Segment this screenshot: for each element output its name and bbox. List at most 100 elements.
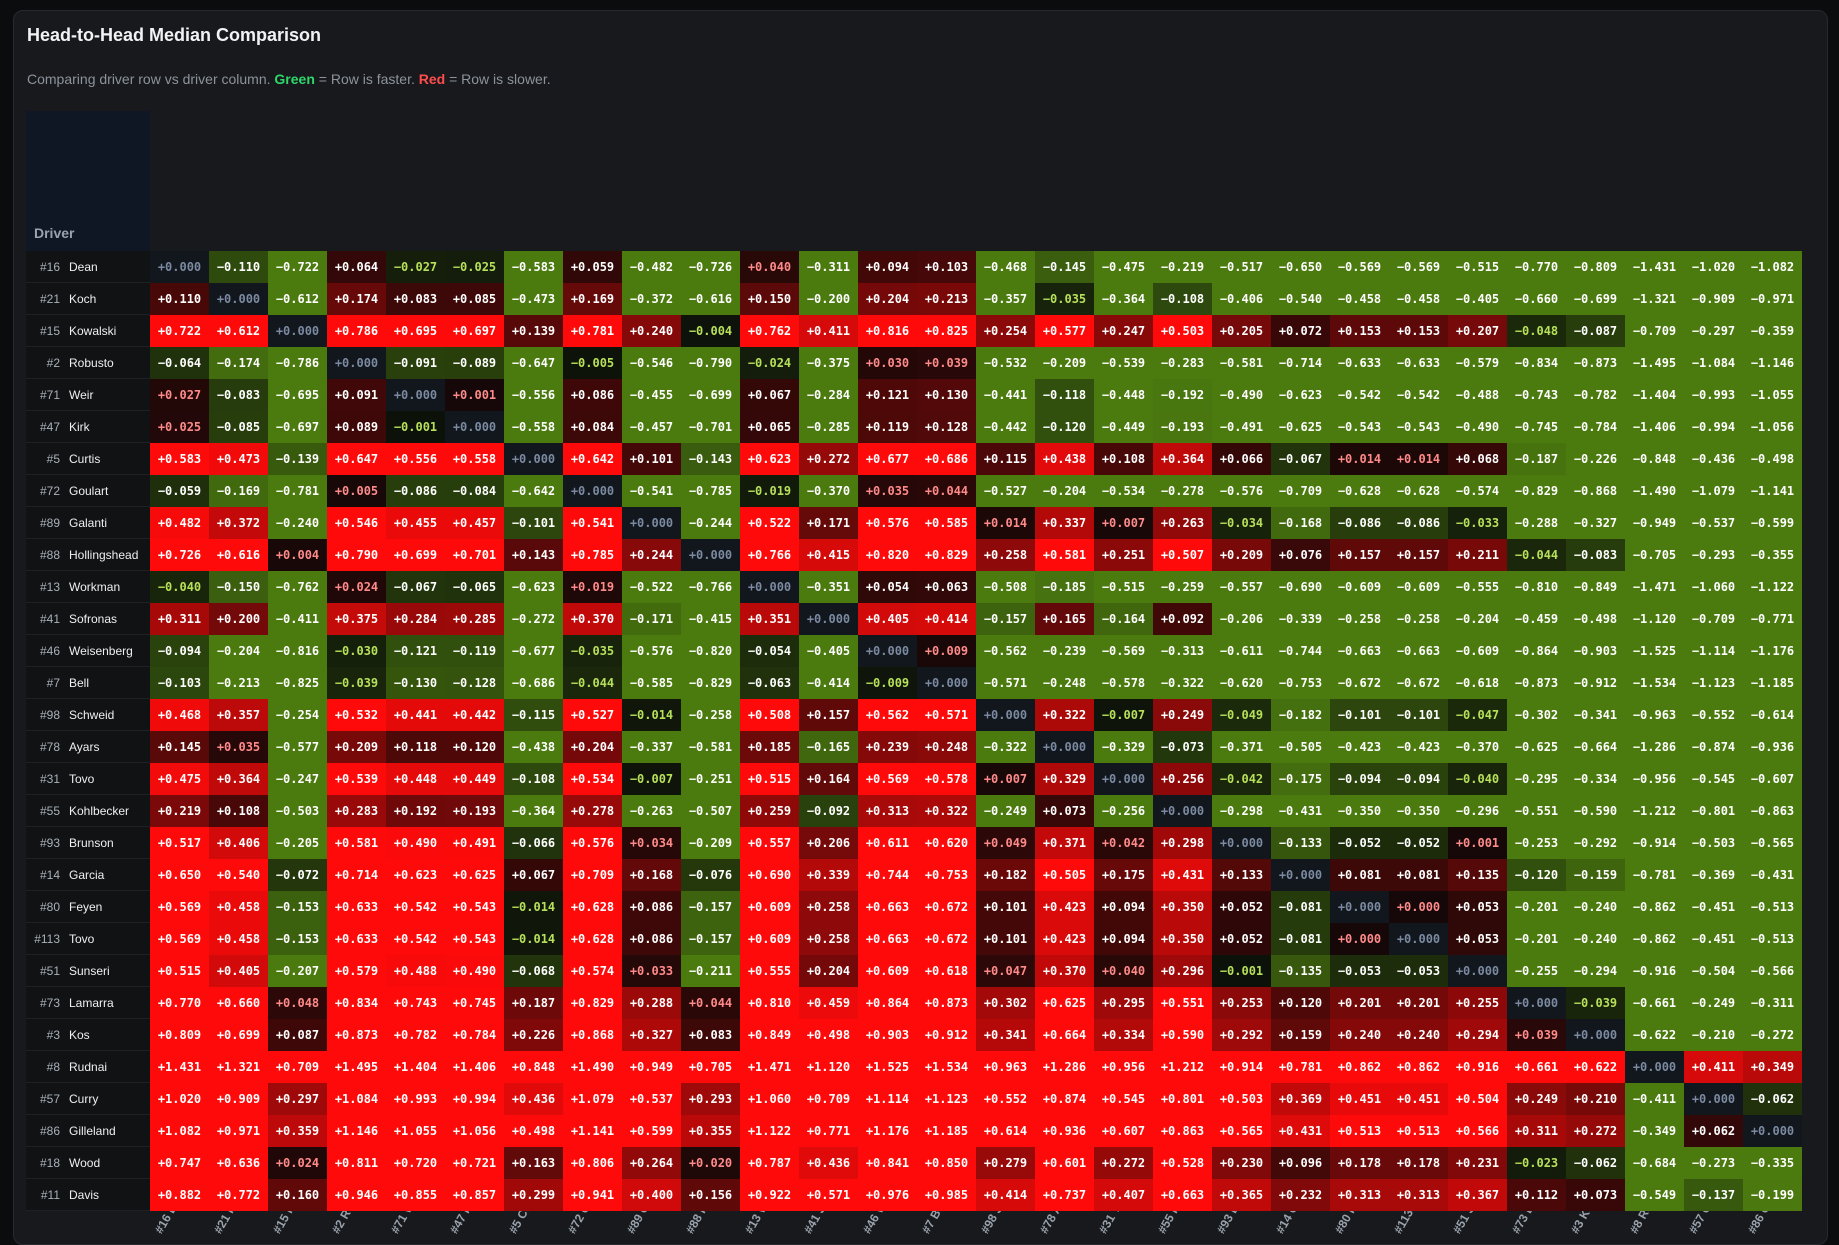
row-car-number: #7 [46, 676, 60, 690]
matrix-cell: +0.566 [1448, 1115, 1507, 1147]
matrix-cell: −0.482 [622, 251, 681, 283]
row-car-number: #5 [46, 452, 60, 466]
matrix-cell: +0.922 [740, 1179, 799, 1211]
row-driver-name: Schweid [69, 708, 115, 722]
matrix-cell: +0.697 [445, 315, 504, 347]
matrix-cell: −0.701 [681, 411, 740, 443]
matrix-cell: +0.139 [504, 315, 563, 347]
matrix-cell: +0.334 [1094, 1019, 1153, 1051]
matrix-cell: −0.052 [1330, 827, 1389, 859]
matrix-cell: +0.101 [976, 923, 1035, 955]
matrix-cell: +0.636 [209, 1147, 268, 1179]
matrix-cell: +0.459 [799, 987, 858, 1019]
matrix-cell: −1.082 [1743, 251, 1802, 283]
matrix-cell: +0.400 [622, 1179, 681, 1211]
matrix-cell: −0.372 [622, 283, 681, 315]
row-driver-name: Lamarra [69, 996, 114, 1010]
matrix-cell: +1.534 [917, 1051, 976, 1083]
matrix-cell: −0.027 [386, 251, 445, 283]
matrix-cell: −0.199 [1743, 1179, 1802, 1211]
row-car-number: #18 [39, 1156, 60, 1170]
matrix-cell: −0.204 [209, 635, 268, 667]
row-header: #31 Tovo [26, 763, 150, 795]
matrix-cell: −0.014 [504, 923, 563, 955]
matrix-cell: +0.040 [740, 251, 799, 283]
matrix-cell: −0.101 [1389, 699, 1448, 731]
row-header: #15 Kowalski [26, 315, 150, 347]
row-header: #93 Brunson [26, 827, 150, 859]
matrix-cell: −0.431 [1271, 795, 1330, 827]
matrix-cell: +0.209 [1212, 539, 1271, 571]
matrix-cell: +0.200 [209, 603, 268, 635]
matrix-cell: −0.283 [1153, 347, 1212, 379]
matrix-cell: −0.083 [209, 379, 268, 411]
matrix-cell: +0.722 [150, 315, 209, 347]
matrix-cell: −0.101 [504, 507, 563, 539]
matrix-cell: −0.699 [681, 379, 740, 411]
matrix-cell: −0.044 [1507, 539, 1566, 571]
matrix-cell: +0.174 [327, 283, 386, 315]
matrix-cell: +0.272 [1094, 1147, 1153, 1179]
matrix-cell: −0.351 [799, 571, 858, 603]
matrix-cell: +0.313 [1389, 1179, 1448, 1211]
matrix-cell: +1.141 [563, 1115, 622, 1147]
matrix-cell: +0.555 [740, 955, 799, 987]
matrix-cell: −0.072 [268, 859, 327, 891]
matrix-cell: −0.431 [1743, 859, 1802, 891]
matrix-cell: −0.341 [1566, 699, 1625, 731]
row-car-number: #98 [39, 708, 60, 722]
matrix-cell: +0.781 [1271, 1051, 1330, 1083]
matrix-cell: +0.313 [1330, 1179, 1389, 1211]
matrix-cell: +0.498 [799, 1019, 858, 1051]
matrix-cell: −0.063 [740, 667, 799, 699]
matrix-cell: +0.448 [386, 763, 445, 795]
row-driver-name: Sunseri [69, 964, 110, 978]
matrix-cell: −0.411 [1625, 1083, 1684, 1115]
matrix-cell: −0.771 [1743, 603, 1802, 635]
matrix-cell: −0.278 [1153, 475, 1212, 507]
matrix-cell: +0.007 [1094, 507, 1153, 539]
matrix-cell: −0.209 [1035, 347, 1094, 379]
matrix-cell: +0.829 [917, 539, 976, 571]
matrix-cell: −0.722 [268, 251, 327, 283]
matrix-cell: −0.240 [1566, 923, 1625, 955]
matrix-cell: −0.744 [1271, 635, 1330, 667]
matrix-cell: −0.522 [622, 571, 681, 603]
matrix-cell: −0.164 [1094, 603, 1153, 635]
matrix-cell: −0.458 [1389, 283, 1448, 315]
matrix-cell: +0.801 [1153, 1083, 1212, 1115]
matrix-cell: +0.663 [858, 891, 917, 923]
matrix-cell: +0.473 [209, 443, 268, 475]
matrix-cell: −0.157 [976, 603, 1035, 635]
matrix-cell: +0.874 [1035, 1083, 1094, 1115]
matrix-cell: +1.146 [327, 1115, 386, 1147]
matrix-cell: +0.747 [150, 1147, 209, 1179]
row-driver-name: Kirk [69, 420, 90, 434]
row-header: #13 Workman [26, 571, 150, 603]
matrix-cell: +0.226 [504, 1019, 563, 1051]
matrix-cell: +0.625 [445, 859, 504, 891]
row-driver-name: Sofronas [69, 612, 118, 626]
matrix-cell: −0.201 [1507, 923, 1566, 955]
matrix-cell: +0.455 [386, 507, 445, 539]
matrix-cell: −0.607 [1743, 763, 1802, 795]
matrix-cell: +0.903 [858, 1019, 917, 1051]
matrix-cell: +0.806 [563, 1147, 622, 1179]
matrix-cell: +0.577 [1035, 315, 1094, 347]
driver-header-label: Driver [34, 225, 75, 241]
matrix-cell: −0.053 [1389, 955, 1448, 987]
matrix-cell: +0.025 [150, 411, 209, 443]
matrix-cell: −0.616 [681, 283, 740, 315]
matrix-cell: −0.371 [1212, 731, 1271, 763]
matrix-cell: −0.475 [1094, 251, 1153, 283]
matrix-cell: −0.782 [1566, 379, 1625, 411]
matrix-cell: +0.000 [917, 667, 976, 699]
matrix-cell: +1.495 [327, 1051, 386, 1083]
matrix-cell: −0.625 [1507, 731, 1566, 763]
matrix-cell: −0.611 [1212, 635, 1271, 667]
matrix-cell: +0.020 [681, 1147, 740, 1179]
matrix-cell: +0.829 [563, 987, 622, 1019]
matrix-cell: +1.120 [799, 1051, 858, 1083]
matrix-cell: −0.014 [504, 891, 563, 923]
matrix-cell: +0.062 [1684, 1115, 1743, 1147]
